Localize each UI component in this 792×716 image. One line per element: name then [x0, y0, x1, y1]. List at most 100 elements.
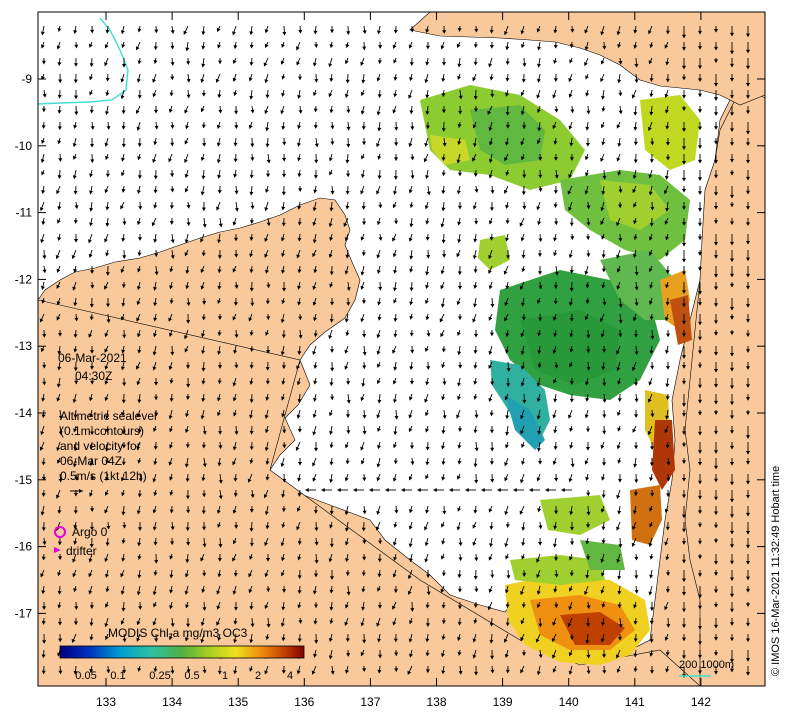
velocity-arrowhead: [505, 220, 510, 225]
velocity-arrowhead: [377, 155, 382, 160]
velocity-arrowhead: [56, 383, 61, 388]
velocity-arrowhead: [376, 77, 381, 82]
velocity-arrowhead: [120, 590, 125, 595]
velocity-arrowhead: [89, 397, 93, 402]
velocity-arrowhead: [586, 670, 591, 675]
velocity-arrowhead: [137, 555, 142, 560]
velocity-arrowhead: [505, 415, 510, 420]
velocity-arrowhead: [649, 462, 654, 467]
velocity-arrowhead: [88, 239, 92, 244]
velocity-arrowhead: [586, 556, 591, 561]
velocity-arrowhead: [585, 284, 590, 289]
legend-text: Altimetric sealevel (0.1m contours) and …: [60, 409, 157, 483]
velocity-arrowhead: [344, 527, 349, 532]
velocity-arrowhead: [538, 285, 543, 290]
velocity-arrowhead: [153, 446, 158, 450]
velocity-arrowhead: [729, 221, 735, 226]
velocity-arrowhead: [122, 638, 127, 643]
velocity-arrowhead: [600, 31, 605, 36]
velocity-arrowhead: [57, 604, 62, 609]
velocity-arrowhead: [263, 494, 268, 499]
velocity-arrowhead: [681, 541, 687, 545]
velocity-arrowhead: [665, 415, 670, 420]
velocity-arrowhead: [265, 300, 270, 305]
velocity-arrowhead: [394, 415, 399, 420]
velocity-arrowhead: [344, 270, 349, 275]
velocity-arrowhead: [250, 205, 255, 210]
velocity-arrowhead: [392, 605, 396, 610]
velocity-arrowhead: [297, 399, 302, 403]
velocity-arrowhead: [649, 78, 654, 82]
velocity-arrowhead: [202, 430, 207, 435]
velocity-arrowhead: [56, 268, 61, 273]
velocity-arrowhead: [233, 493, 238, 497]
velocity-arrowhead: [408, 543, 413, 548]
velocity-arrowhead: [490, 447, 495, 452]
velocity-arrowhead: [536, 382, 541, 387]
velocity-arrowhead: [599, 317, 604, 323]
velocity-arrowhead: [681, 624, 687, 629]
velocity-arrowhead: [170, 142, 175, 147]
velocity-arrowhead: [234, 207, 239, 212]
velocity-arrowhead: [57, 62, 62, 66]
velocity-arrowhead: [90, 380, 95, 385]
velocity-arrowhead: [90, 431, 95, 436]
velocity-arrowhead: [249, 508, 254, 513]
velocity-arrowhead: [362, 556, 367, 561]
velocity-arrowhead: [425, 175, 429, 180]
velocity-arrowhead: [488, 220, 493, 225]
velocity-arrowhead: [312, 431, 317, 436]
velocity-arrowhead: [585, 92, 590, 97]
velocity-arrowhead: [184, 140, 189, 145]
velocity-arrowhead: [360, 236, 365, 241]
velocity-arrowhead: [296, 61, 301, 66]
velocity-arrowhead: [249, 62, 254, 66]
velocity-arrowhead: [281, 557, 285, 562]
velocity-arrowhead: [697, 594, 703, 599]
velocity-arrowhead: [58, 79, 63, 84]
velocity-arrowhead: [410, 445, 415, 450]
velocity-arrowhead: [392, 253, 397, 258]
velocity-arrowhead: [73, 524, 78, 529]
velocity-arrowhead: [216, 605, 221, 610]
velocity-arrowhead: [233, 45, 238, 50]
velocity-arrowhead: [136, 621, 141, 626]
velocity-arrowhead: [519, 510, 524, 515]
velocity-arrowhead: [121, 430, 126, 435]
velocity-arrowhead: [138, 477, 143, 482]
velocity-arrowhead: [249, 287, 254, 292]
velocity-arrowhead: [169, 589, 174, 594]
velocity-arrowhead: [713, 411, 719, 415]
velocity-arrowhead: [553, 157, 558, 161]
velocity-arrowhead: [121, 237, 126, 242]
velocity-arrowhead: [57, 219, 61, 224]
velocity-arrowhead: [73, 588, 78, 593]
velocity-arrowhead: [681, 188, 687, 193]
velocity-arrowhead: [233, 572, 238, 577]
velocity-arrowhead: [393, 460, 398, 465]
velocity-arrowhead: [489, 412, 494, 417]
velocity-arrowhead: [553, 140, 558, 145]
velocity-arrowhead: [681, 592, 687, 596]
velocity-arrowhead: [281, 222, 286, 227]
velocity-arrowhead: [504, 589, 509, 594]
velocity-arrowhead: [186, 222, 191, 227]
velocity-arrowhead: [41, 299, 46, 304]
velocity-arrowhead: [297, 221, 302, 226]
y-tick-label: -16: [15, 540, 33, 554]
velocity-arrowhead: [520, 111, 525, 116]
velocity-arrowhead: [377, 399, 382, 404]
velocity-arrowhead: [362, 430, 367, 435]
velocity-arrowhead: [458, 557, 463, 562]
velocity-arrowhead: [216, 142, 221, 147]
velocity-arrowhead: [458, 364, 463, 369]
velocity-arrowhead: [41, 414, 46, 419]
velocity-arrowhead: [458, 316, 463, 321]
velocity-arrowhead: [314, 559, 319, 564]
velocity-arrowhead: [57, 572, 62, 577]
velocity-arrowhead: [729, 560, 735, 565]
velocity-arrowhead: [360, 318, 365, 323]
velocity-arrowhead: [474, 588, 479, 593]
velocity-arrowhead: [73, 670, 78, 675]
velocity-arrowhead: [697, 654, 703, 659]
